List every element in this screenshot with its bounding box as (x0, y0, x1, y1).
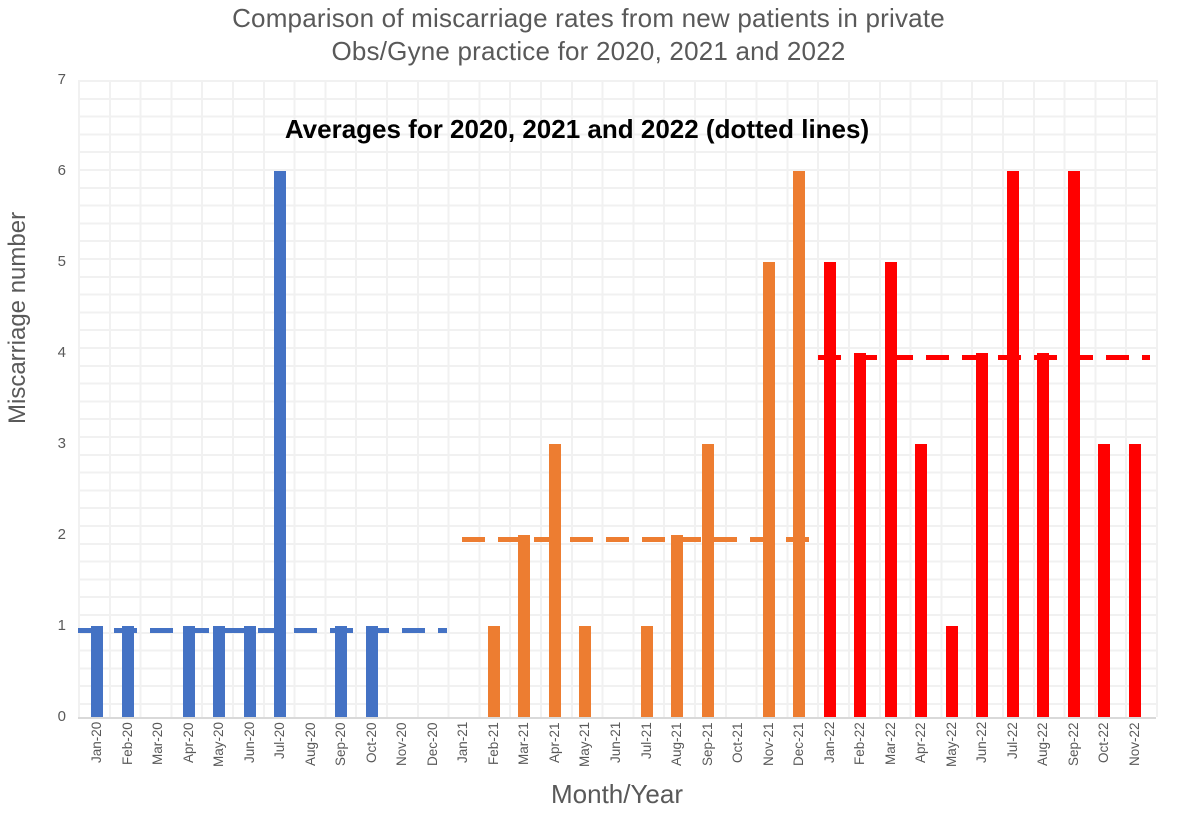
x-tick-label-may-22: May-22 (943, 722, 959, 768)
x-tick-label-dec-21: Dec-21 (791, 722, 807, 766)
bar-feb-21 (487, 626, 500, 717)
y-tick-label-6: 6 (57, 162, 66, 179)
y-tick-label-2: 2 (57, 526, 66, 543)
bar-jul-20 (274, 171, 287, 717)
y-tick-label-3: 3 (57, 435, 66, 452)
x-tick-label-sep-22: Sep-22 (1065, 722, 1081, 766)
bar-sep-22 (1067, 171, 1080, 717)
bar-oct-20 (365, 626, 378, 717)
bar-dec-21 (793, 171, 806, 717)
x-tick-label-aug-21: Aug-21 (669, 722, 685, 766)
bar-mar-21 (518, 535, 531, 717)
y-tick-label-0: 0 (57, 708, 66, 725)
x-tick-label-feb-22: Feb-22 (852, 722, 868, 765)
x-tick-label-nov-21: Nov-21 (760, 722, 776, 766)
bar-apr-20 (182, 626, 195, 717)
x-tick-label-may-21: May-21 (577, 722, 593, 768)
x-tick-label-nov-22: Nov-22 (1127, 722, 1143, 766)
bar-jan-22 (823, 262, 836, 717)
x-tick-label-jul-20: Jul-20 (272, 722, 288, 759)
x-axis-title: Month/Year (550, 779, 684, 809)
average-line-2020 (78, 628, 447, 634)
averages-annotation: Averages for 2020, 2021 and 2022 (dotted… (284, 114, 870, 144)
y-tick-label-4: 4 (57, 344, 66, 361)
bar-feb-22 (854, 353, 867, 717)
x-tick-label-jun-21: Jun-21 (608, 722, 623, 764)
y-tick-label-1: 1 (57, 617, 66, 634)
bar-jun-20 (243, 626, 256, 717)
y-axis-title: Miscarriage number (4, 211, 31, 425)
bar-may-21 (579, 626, 592, 717)
x-tick-label-nov-20: Nov-20 (394, 722, 410, 766)
x-tick-label-oct-20: Oct-20 (363, 722, 379, 763)
bar-apr-22 (915, 444, 928, 717)
bar-aug-22 (1037, 353, 1050, 717)
bar-sep-20 (335, 626, 348, 717)
bar-feb-20 (121, 626, 134, 717)
y-tick-label-5: 5 (57, 253, 66, 270)
bar-sep-21 (701, 444, 714, 717)
bar-jan-20 (91, 626, 103, 717)
bar-may-22 (945, 626, 958, 717)
x-tick-label-apr-20: Apr-20 (180, 722, 196, 763)
x-tick-label-feb-21: Feb-21 (485, 722, 501, 765)
bar-may-20 (213, 626, 226, 717)
average-line-2022 (817, 355, 1150, 361)
x-tick-label-apr-22: Apr-22 (913, 722, 929, 763)
bar-nov-22 (1129, 444, 1142, 717)
x-tick-label-feb-20: Feb-20 (119, 722, 135, 765)
bar-jun-22 (976, 353, 989, 717)
x-tick-label-oct-21: Oct-21 (730, 722, 746, 763)
x-tick-label-jul-22: Jul-22 (1004, 722, 1020, 759)
x-tick-label-jun-20: Jun-20 (241, 722, 257, 764)
bar-mar-22 (884, 262, 897, 717)
x-tick-label-jul-21: Jul-21 (638, 722, 654, 759)
plot-area (78, 80, 1158, 717)
bar-nov-21 (762, 262, 775, 717)
chart-title: Comparison of miscarriage rates from new… (0, 2, 1177, 68)
x-tick-label-jun-22: Jun-22 (974, 722, 990, 764)
average-line-2021 (461, 537, 812, 543)
x-tick-label-apr-21: Apr-21 (546, 722, 562, 763)
bar-apr-21 (548, 444, 561, 717)
bar-jul-22 (1006, 171, 1019, 717)
x-tick-label-aug-20: Aug-20 (302, 722, 318, 766)
y-tick-label-7: 7 (57, 71, 66, 88)
bar-jul-21 (640, 626, 653, 717)
x-tick-label-aug-22: Aug-22 (1035, 722, 1051, 766)
chart-title-line2: Obs/Gyne practice for 2020, 2021 and 202… (331, 36, 846, 66)
x-tick-label-sep-20: Sep-20 (333, 722, 349, 766)
x-tick-label-mar-21: Mar-21 (516, 722, 532, 765)
x-tick-label-may-20: May-20 (211, 722, 227, 768)
x-tick-label-sep-21: Sep-21 (699, 722, 715, 766)
bar-aug-21 (671, 535, 684, 717)
x-tick-label-dec-20: Dec-20 (424, 722, 440, 766)
x-tick-label-jan-20: Jan-20 (89, 722, 104, 764)
x-tick-label-mar-20: Mar-20 (150, 722, 166, 765)
x-tick-label-jan-21: Jan-21 (455, 722, 471, 764)
x-axis-line (78, 717, 1156, 719)
x-tick-label-jan-22: Jan-22 (821, 722, 837, 764)
bar-oct-22 (1098, 444, 1111, 717)
x-tick-label-oct-22: Oct-22 (1096, 722, 1112, 763)
x-tick-label-mar-22: Mar-22 (882, 722, 898, 765)
chart-title-line1: Comparison of miscarriage rates from new… (232, 3, 945, 33)
